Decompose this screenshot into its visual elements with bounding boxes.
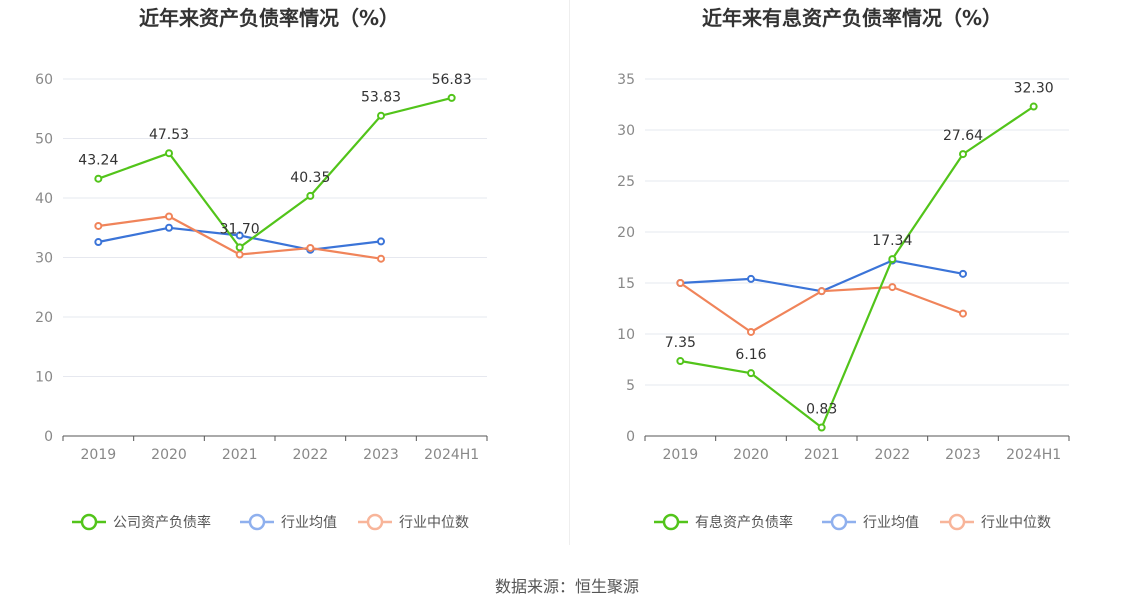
legend-swatch-marker: [80, 513, 98, 531]
y-tick-label: 25: [617, 174, 635, 190]
data-point: [888, 283, 897, 292]
y-tick-label: 40: [35, 191, 53, 207]
data-label: 31.70: [220, 221, 260, 237]
legend-item: 公司资产负债率: [72, 513, 211, 531]
data-label: 32.30: [1014, 81, 1054, 97]
y-tick-label: 35: [617, 72, 635, 88]
y-tick-label: 20: [617, 225, 635, 241]
data-point: [94, 238, 103, 247]
legend-item: 行业中位数: [358, 513, 469, 531]
y-tick-label: 30: [617, 123, 635, 139]
data-point: [165, 212, 173, 221]
y-tick-label: 0: [44, 429, 53, 445]
y-tick-label: 10: [617, 327, 635, 343]
data-label: 0.83: [806, 402, 837, 418]
y-tick-label: 5: [626, 378, 635, 394]
x-tick-label: 2022: [875, 447, 911, 463]
data-label: 6.16: [735, 347, 766, 363]
y-tick-label: 0: [626, 429, 635, 445]
y-tick-label: 60: [35, 72, 53, 88]
data-point: [165, 149, 173, 158]
legend-item: 有息资产负债率: [654, 513, 793, 531]
data-point: [1029, 102, 1038, 111]
y-tick-label: 50: [35, 132, 53, 148]
data-point: [306, 243, 315, 252]
data-point: [747, 327, 755, 336]
data-point: [888, 255, 897, 264]
data-point: [959, 150, 967, 159]
data-point: [235, 243, 244, 252]
data-point: [94, 174, 103, 183]
legend-swatch-marker: [366, 513, 384, 531]
legend-label: 行业均值: [863, 515, 919, 531]
legend-label: 行业均值: [281, 515, 337, 531]
data-source-note: 数据来源：恒生聚源: [495, 577, 639, 596]
data-point: [959, 309, 967, 318]
data-label: 56.83: [432, 72, 472, 88]
data-point: [377, 254, 385, 263]
series-line-1: [680, 259, 964, 293]
chart-title: 近年来资产负债率情况（%）: [139, 6, 399, 30]
x-tick-label: 2020: [733, 447, 769, 463]
data-point: [959, 269, 967, 278]
y-tick-label: 30: [35, 251, 53, 267]
x-tick-label: 2024H1: [424, 447, 479, 463]
data-label: 40.35: [290, 170, 330, 186]
x-tick-label: 2021: [222, 447, 258, 463]
legend-swatch-marker: [948, 513, 966, 531]
x-tick-label: 2022: [293, 447, 329, 463]
data-point: [676, 279, 685, 287]
data-label: 17.34: [872, 233, 912, 249]
data-point: [377, 237, 385, 246]
data-point: [235, 231, 244, 240]
x-tick-label: 2020: [151, 447, 187, 463]
data-label: 43.24: [78, 153, 118, 169]
legend-label: 行业中位数: [981, 515, 1051, 531]
data-point: [747, 274, 755, 283]
data-point: [94, 221, 103, 230]
legend-swatch-marker: [830, 513, 848, 531]
data-label: 53.83: [361, 90, 401, 106]
legend-label: 行业中位数: [399, 515, 469, 531]
legend-item: 行业均值: [822, 513, 919, 531]
x-tick-label: 2021: [804, 447, 840, 463]
x-tick-label: 2023: [363, 447, 399, 463]
data-point: [817, 423, 826, 432]
data-point: [817, 287, 826, 296]
data-label: 27.64: [943, 128, 983, 144]
y-tick-label: 10: [35, 370, 53, 386]
data-label: 7.35: [665, 335, 696, 351]
x-tick-label: 2023: [945, 447, 981, 463]
series-line-0: [680, 105, 1035, 429]
data-point: [235, 250, 244, 259]
y-tick-label: 20: [35, 310, 53, 326]
x-tick-label: 2019: [81, 447, 117, 463]
legend-item: 行业中位数: [940, 513, 1051, 531]
data-point: [747, 369, 755, 378]
x-tick-label: 2019: [663, 447, 699, 463]
x-tick-label: 2024H1: [1006, 447, 1061, 463]
chart-title: 近年来有息资产负债率情况（%）: [702, 6, 1002, 30]
y-tick-label: 15: [617, 276, 635, 292]
legend-label: 公司资产负债率: [113, 514, 211, 531]
data-point: [447, 93, 456, 102]
data-point: [165, 223, 173, 232]
legend-swatch-marker: [248, 513, 266, 531]
debt-ratio-chart: 近年来资产负债率情况（%） 0 10 20 30 40 50 60 2019 2020 2021 2…: [35, 6, 488, 531]
data-label: 47.53: [149, 127, 189, 143]
interest-bearing-debt-ratio-chart: 近年来有息资产负债率情况（%） 0 5 10 15 20 25 30 35 2019 2020 20…: [617, 6, 1070, 531]
legend-swatch-marker: [662, 513, 680, 531]
legend-label: 有息资产负债率: [695, 514, 793, 531]
series-line-0: [97, 96, 452, 249]
data-point: [676, 357, 685, 366]
data-point: [377, 111, 385, 120]
data-point: [306, 191, 315, 200]
legend-item: 行业均值: [240, 513, 337, 531]
